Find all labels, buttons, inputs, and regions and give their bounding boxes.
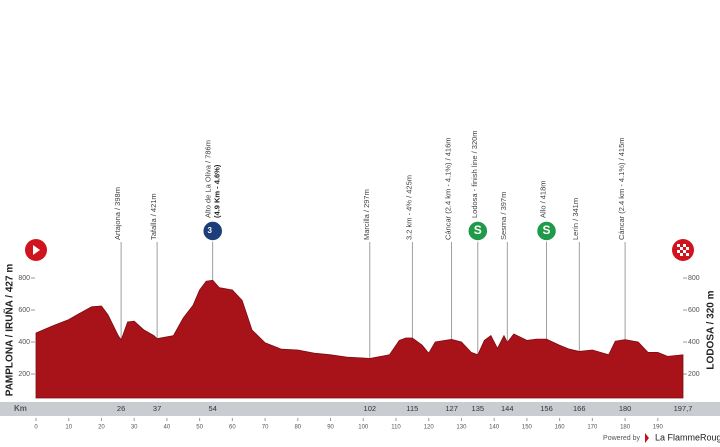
x-tick-label: 130 xyxy=(456,425,467,431)
y2-tick-label: 800 xyxy=(688,275,700,282)
x-tick-label: 160 xyxy=(555,425,566,431)
landmark-label: Artajona / 398m xyxy=(113,187,122,240)
finish-check xyxy=(686,247,689,250)
finish-check xyxy=(683,244,686,247)
landmark-km: 197,7 xyxy=(674,404,693,413)
landmark-label: Cáncar (2.4 km - 4.1%) / 415m xyxy=(617,137,626,240)
y2-tick-label: 200 xyxy=(688,371,700,378)
x-tick-label: 20 xyxy=(98,425,105,431)
x-tick-label: 180 xyxy=(620,425,631,431)
landmark-km: 135 xyxy=(472,404,485,413)
elevation-profile xyxy=(35,279,684,399)
x-tick-label: 40 xyxy=(164,425,171,431)
y-tick-label: 400 xyxy=(18,339,30,346)
landmark-km: 127 xyxy=(445,404,458,413)
landmark-km: 156 xyxy=(540,404,553,413)
landmark-km: 115 xyxy=(406,404,418,413)
finish-check xyxy=(677,250,680,253)
km-label: Km xyxy=(14,404,27,413)
landmark-label: Allo / 418m xyxy=(539,180,548,218)
x-tick-label: 50 xyxy=(196,425,203,431)
landmark-label: Lerín / 341m xyxy=(571,198,580,240)
x-tick-label: 110 xyxy=(391,425,401,431)
start-label: PAMPLONA / IRUÑA / 427 m xyxy=(3,264,16,397)
x-tick-label: 150 xyxy=(522,425,533,431)
sprint-icon xyxy=(467,220,489,242)
sprint-icon-text: S xyxy=(474,223,482,237)
x-tick-label: 60 xyxy=(229,425,236,431)
brand-logo xyxy=(645,433,649,443)
landmark-label: 3.2 km - 4% / 425m xyxy=(404,175,413,240)
landmark-km: 37 xyxy=(153,404,161,413)
x-tick-label: 100 xyxy=(358,425,369,431)
landmark-km: 54 xyxy=(209,404,217,413)
kom-icon xyxy=(201,220,224,242)
x-tick-label: 30 xyxy=(131,425,138,431)
brand: La FlammeRouge xyxy=(655,432,720,442)
landmark-km: 26 xyxy=(117,404,125,413)
landmark-km: 102 xyxy=(364,404,377,413)
kom-icon-text: 3 xyxy=(207,226,212,235)
y2-tick-label: 400 xyxy=(688,339,700,346)
y-tick-label: 800 xyxy=(18,275,30,282)
finish-check xyxy=(677,244,680,247)
finish-check xyxy=(686,253,689,256)
x-tick-label: 0 xyxy=(34,425,38,431)
landmark-km: 166 xyxy=(573,404,586,413)
landmark-label: Sesma / 397m xyxy=(499,192,508,240)
x-tick-label: 70 xyxy=(262,425,269,431)
landmark-label: Tafalla / 421m xyxy=(149,193,158,240)
sprint-icon xyxy=(535,220,558,242)
landmark-km: 180 xyxy=(619,404,632,413)
x-tick-label: 120 xyxy=(424,425,435,431)
finish-check xyxy=(680,253,683,256)
x-tick-label: 80 xyxy=(294,425,301,431)
sprint-icon-text: S xyxy=(543,223,551,237)
finish-label: LODOSA / 320 m xyxy=(706,290,717,369)
powered-by: Powered by xyxy=(603,435,640,442)
km-bar xyxy=(0,402,720,416)
landmark-km: 144 xyxy=(501,404,514,413)
x-tick-label: 140 xyxy=(489,425,500,431)
x-tick-label: 170 xyxy=(587,425,598,431)
finish-check xyxy=(683,250,686,253)
x-tick-label: 10 xyxy=(65,425,72,431)
finish-check xyxy=(680,247,683,250)
landmark-label: Marcilla / 297m xyxy=(362,189,371,240)
y2-tick-label: 600 xyxy=(688,307,700,314)
landmark-note: (4.9 Km - 4.6%) xyxy=(213,164,222,218)
y-tick-label: 600 xyxy=(18,307,30,314)
landmark-label: Cáncar (2.4 km - 4.1%) / 416m xyxy=(444,137,453,240)
landmark-label: Alto de La Oliva / 786m xyxy=(204,140,213,218)
x-tick-label: 90 xyxy=(327,425,334,431)
start-arrow xyxy=(33,245,40,255)
landmark-label: Lodosa - finish line / 320m xyxy=(470,130,479,218)
y-tick-label: 200 xyxy=(18,371,30,378)
x-tick-label: 190 xyxy=(653,425,664,431)
